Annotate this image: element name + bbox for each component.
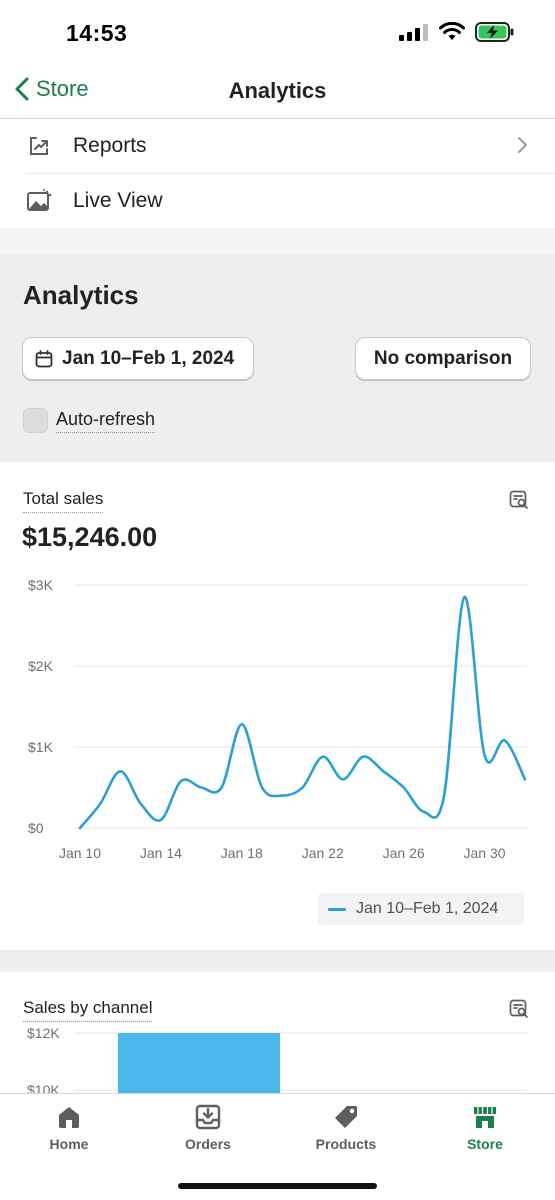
menu-item-label: Reports — [73, 134, 147, 157]
x-tick-label: Jan 14 — [140, 845, 182, 861]
legend-label: Jan 10–Feb 1, 2024 — [356, 900, 499, 917]
x-tick-label: Jan 26 — [383, 845, 425, 861]
analytics-menu-list: Reports Live View — [0, 119, 555, 227]
comparison-button[interactable]: No comparison — [355, 337, 531, 380]
y-tick-label: $2K — [28, 658, 54, 674]
home-icon — [59, 1107, 79, 1128]
tag-icon — [335, 1106, 357, 1128]
data-point — [99, 802, 102, 805]
y-tick-label: $3K — [28, 577, 54, 593]
orders-icon — [195, 1104, 221, 1130]
sales-by-channel-chart: $12K $10K — [27, 1025, 527, 1094]
data-point — [422, 810, 425, 813]
tab-label: Home — [49, 1136, 89, 1152]
home-indicator — [178, 1183, 377, 1189]
status-icons — [399, 22, 515, 42]
sales-by-channel-card: Sales by channel $12K $10K — [0, 972, 555, 1094]
sales-by-channel-label[interactable]: Sales by channel — [23, 998, 153, 1022]
chevron-left-icon — [15, 77, 29, 101]
total-sales-card: Total sales $15,246.00 $0 $1K $2K $3K Jan 10… — [0, 462, 555, 950]
data-point — [402, 786, 405, 789]
data-point — [261, 786, 264, 789]
y-tick-label: $10K — [27, 1082, 60, 1094]
tab-orders[interactable]: Orders — [139, 1104, 277, 1152]
explore-data-icon[interactable] — [509, 490, 529, 510]
data-point — [443, 794, 446, 797]
x-tick-label: Jan 18 — [221, 845, 263, 861]
auto-refresh-row[interactable]: Auto-refresh — [23, 408, 156, 433]
date-range-button[interactable]: Jan 10–Feb 1, 2024 — [22, 337, 254, 380]
auto-refresh-checkbox[interactable] — [23, 408, 48, 433]
data-point — [503, 739, 506, 742]
total-sales-chart: $0 $1K $2K $3K Jan 10 Jan 14 Jan 18 Jan 22 Jan 2… — [28, 577, 527, 861]
explore-data-icon[interactable] — [509, 999, 529, 1019]
total-sales-value: $15,246.00 — [22, 522, 158, 552]
y-tick-label: $12K — [27, 1025, 60, 1041]
menu-item-live-view[interactable]: Live View — [26, 173, 555, 227]
data-point — [341, 778, 344, 781]
data-point — [321, 755, 324, 758]
data-point — [301, 786, 304, 789]
comparison-label: No comparison — [373, 347, 513, 369]
back-button[interactable]: Store — [14, 76, 89, 102]
data-point — [139, 802, 142, 805]
chart-legend[interactable]: Jan 10–Feb 1, 2024 — [318, 893, 524, 925]
calendar-icon — [35, 349, 53, 367]
tab-home[interactable]: Home — [0, 1104, 138, 1152]
data-point — [200, 786, 203, 789]
live-view-icon — [26, 188, 52, 214]
section-divider — [0, 228, 555, 254]
data-point — [240, 723, 243, 726]
battery-charging-icon — [475, 22, 514, 42]
bar — [118, 1033, 280, 1094]
series-line — [78, 595, 527, 830]
data-point — [180, 780, 183, 783]
analytics-title: Analytics — [23, 280, 139, 310]
data-point — [483, 754, 486, 757]
data-point — [382, 770, 385, 773]
status-bar: 14:53 — [0, 0, 555, 64]
y-tick-label: $1K — [28, 739, 54, 755]
data-point — [362, 755, 365, 758]
menu-item-reports[interactable]: Reports — [0, 119, 555, 173]
tab-store[interactable]: Store — [416, 1104, 554, 1152]
y-tick-label: $0 — [28, 820, 44, 836]
data-point — [159, 818, 162, 821]
data-point — [281, 794, 284, 797]
analytics-header-panel: Analytics Jan 10–Feb 1, 2024 No comparis… — [0, 254, 555, 462]
data-point — [524, 778, 527, 781]
data-point — [463, 596, 466, 599]
menu-item-label: Live View — [73, 188, 163, 212]
date-range-label: Jan 10–Feb 1, 2024 — [62, 347, 235, 369]
auto-refresh-label: Auto-refresh — [56, 409, 156, 433]
back-label: Store — [36, 76, 89, 101]
data-point — [79, 827, 82, 830]
total-sales-label[interactable]: Total sales — [23, 489, 104, 513]
tab-bar: Home Orders Products Store — [0, 1093, 555, 1200]
section-divider — [0, 950, 555, 972]
x-tick-label: Jan 30 — [464, 845, 506, 861]
wifi-icon — [439, 22, 465, 40]
x-tick-label: Jan 10 — [59, 845, 101, 861]
tab-label: Products — [315, 1136, 377, 1152]
cellular-signal-icon — [399, 24, 428, 41]
navigation-bar: Store Analytics — [0, 64, 555, 119]
tab-products[interactable]: Products — [277, 1104, 415, 1152]
x-tick-label: Jan 22 — [302, 845, 344, 861]
data-point — [220, 786, 223, 789]
legend-swatch — [328, 907, 346, 911]
status-time: 14:53 — [66, 20, 128, 46]
store-icon — [474, 1107, 496, 1128]
data-point — [119, 770, 122, 773]
reports-icon — [26, 133, 52, 159]
tab-label: Orders — [185, 1136, 231, 1152]
tab-label: Store — [467, 1136, 503, 1152]
chevron-right-icon — [518, 137, 527, 153]
